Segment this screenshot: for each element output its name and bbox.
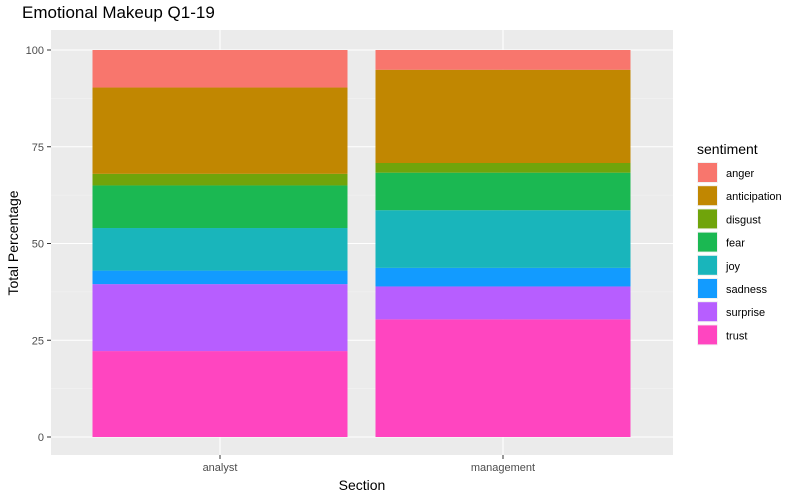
legend-swatch-anticipation bbox=[698, 186, 717, 206]
bar-stacks bbox=[92, 50, 631, 437]
legend-label-anger: anger bbox=[726, 168, 754, 180]
bar-segment-management-sadness bbox=[375, 267, 631, 287]
legend-item-anticipation: anticipation bbox=[697, 185, 782, 207]
bar-segment-management-disgust bbox=[375, 163, 631, 173]
chart-title: Emotional Makeup Q1-19 bbox=[22, 3, 215, 22]
legend-item-disgust: disgust bbox=[697, 208, 761, 230]
bar-segment-management-fear bbox=[375, 172, 631, 211]
legend-label-surprise: surprise bbox=[726, 307, 765, 319]
legend-item-joy: joy bbox=[697, 254, 741, 276]
legend-swatch-anger bbox=[698, 163, 717, 182]
legend-item-surprise: surprise bbox=[697, 301, 765, 323]
bar-segment-analyst-fear bbox=[92, 185, 348, 229]
legend-swatch-joy bbox=[698, 255, 717, 275]
legend-item-sadness: sadness bbox=[697, 278, 767, 299]
bar-stack-management bbox=[375, 50, 631, 437]
y-tick-label: 75 bbox=[32, 142, 44, 154]
bar-segment-analyst-anger bbox=[92, 50, 348, 88]
legend: sentiment anger anticipation disgust fear jo… bbox=[697, 141, 782, 346]
y-tick-label: 25 bbox=[32, 335, 44, 347]
bar-segment-management-trust bbox=[375, 319, 631, 437]
y-tick-label: 100 bbox=[26, 45, 44, 57]
legend-label-fear: fear bbox=[726, 238, 745, 250]
bar-segment-management-joy bbox=[375, 210, 631, 268]
bar-segment-analyst-disgust bbox=[92, 173, 348, 186]
legend-label-anticipation: anticipation bbox=[726, 191, 782, 203]
bar-segment-analyst-trust bbox=[92, 351, 348, 437]
x-tick-label-analyst: analyst bbox=[203, 462, 238, 474]
legend-swatch-fear bbox=[698, 232, 717, 252]
legend-swatch-disgust bbox=[698, 209, 717, 229]
legend-label-disgust: disgust bbox=[726, 214, 761, 226]
legend-label-sadness: sadness bbox=[726, 284, 767, 296]
y-tick-label: 50 bbox=[32, 239, 44, 251]
bar-segment-analyst-joy bbox=[92, 228, 348, 271]
y-axis-title: Total Percentage bbox=[5, 190, 21, 295]
legend-item-anger: anger bbox=[697, 162, 754, 183]
legend-swatch-sadness bbox=[698, 279, 717, 298]
legend-swatch-surprise bbox=[698, 302, 717, 322]
bar-segment-analyst-surprise bbox=[92, 284, 348, 352]
bar-stack-analyst bbox=[92, 50, 348, 437]
legend-item-fear: fear bbox=[697, 231, 745, 253]
legend-label-joy: joy bbox=[725, 261, 741, 273]
legend-label-trust: trust bbox=[726, 330, 747, 342]
bar-segment-analyst-sadness bbox=[92, 270, 348, 285]
bar-segment-management-anticipation bbox=[375, 69, 631, 164]
legend-title: sentiment bbox=[697, 141, 758, 157]
x-axis-title: Section bbox=[339, 477, 386, 493]
bar-segment-analyst-anticipation bbox=[92, 87, 348, 174]
bar-segment-management-anger bbox=[375, 50, 631, 70]
y-axis: 0 25 50 75 100 bbox=[26, 45, 51, 444]
legend-swatch-trust bbox=[698, 325, 717, 345]
legend-item-trust: trust bbox=[697, 324, 747, 346]
x-axis: analyst management bbox=[203, 455, 535, 474]
bar-segment-management-surprise bbox=[375, 286, 631, 320]
x-tick-label-management: management bbox=[471, 462, 535, 474]
y-tick-label: 0 bbox=[38, 432, 44, 444]
